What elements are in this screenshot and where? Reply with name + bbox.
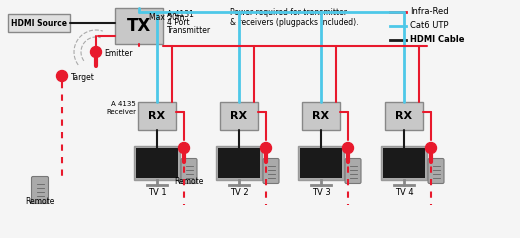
FancyBboxPatch shape	[136, 148, 178, 178]
Text: Remote: Remote	[25, 197, 55, 206]
FancyBboxPatch shape	[383, 148, 425, 178]
FancyBboxPatch shape	[220, 102, 258, 130]
Text: Receiver: Receiver	[106, 109, 136, 115]
Text: Cat6 UTP: Cat6 UTP	[410, 21, 448, 30]
FancyBboxPatch shape	[115, 8, 163, 44]
FancyBboxPatch shape	[32, 177, 48, 203]
FancyBboxPatch shape	[8, 14, 70, 32]
Text: Emitter: Emitter	[104, 50, 133, 59]
Text: TV 3: TV 3	[311, 188, 330, 197]
Text: Power required for transmitter
& receivers (plugpacks included).: Power required for transmitter & receive…	[230, 8, 358, 27]
FancyBboxPatch shape	[181, 159, 197, 183]
Text: 4 Port: 4 Port	[167, 18, 190, 27]
Circle shape	[425, 143, 436, 154]
FancyBboxPatch shape	[263, 159, 279, 183]
FancyBboxPatch shape	[345, 159, 361, 183]
Text: TV 2: TV 2	[230, 188, 249, 197]
Text: HDMI Cable: HDMI Cable	[410, 35, 464, 45]
Text: Target: Target	[71, 73, 95, 81]
Text: Remote: Remote	[174, 177, 204, 186]
Text: RX: RX	[230, 111, 248, 121]
Text: RX: RX	[395, 111, 412, 121]
FancyBboxPatch shape	[428, 159, 444, 183]
Circle shape	[343, 143, 354, 154]
Text: TV 1: TV 1	[148, 188, 166, 197]
Text: RX: RX	[313, 111, 330, 121]
FancyBboxPatch shape	[385, 102, 423, 130]
Circle shape	[57, 70, 68, 81]
Text: HDMI Source: HDMI Source	[11, 19, 67, 28]
Circle shape	[178, 143, 189, 154]
FancyBboxPatch shape	[300, 148, 342, 178]
FancyBboxPatch shape	[298, 146, 344, 180]
Text: TX: TX	[127, 17, 151, 35]
FancyBboxPatch shape	[381, 146, 427, 180]
FancyBboxPatch shape	[302, 102, 340, 130]
Circle shape	[261, 143, 271, 154]
Text: Max 50m.: Max 50m.	[149, 13, 187, 22]
Text: A 4135: A 4135	[111, 101, 136, 107]
FancyBboxPatch shape	[134, 146, 180, 180]
Text: A 4131: A 4131	[167, 10, 194, 19]
Circle shape	[90, 46, 101, 58]
Text: RX: RX	[148, 111, 165, 121]
Text: TV 4: TV 4	[395, 188, 413, 197]
FancyBboxPatch shape	[218, 148, 260, 178]
FancyBboxPatch shape	[138, 102, 176, 130]
Text: Infra-Red: Infra-Red	[410, 8, 449, 16]
FancyBboxPatch shape	[216, 146, 262, 180]
Text: Transmitter: Transmitter	[167, 26, 211, 35]
